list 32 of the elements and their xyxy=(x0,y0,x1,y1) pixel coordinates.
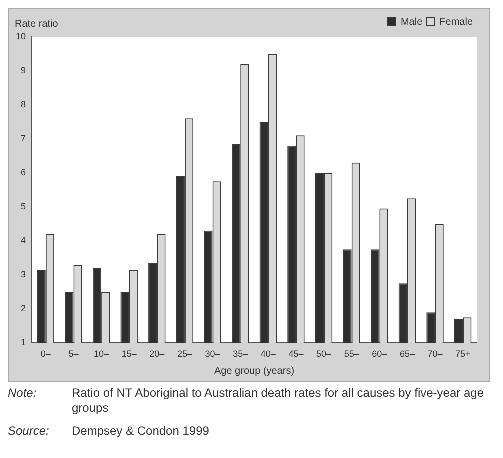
x-tick-label: 30– xyxy=(205,349,220,360)
x-tick-label: 65– xyxy=(400,349,415,360)
y-tick-label: 5 xyxy=(20,202,26,212)
y-axis-title: Rate ratio xyxy=(15,18,59,30)
x-tick-label: 10– xyxy=(94,349,110,360)
legend-label: Male xyxy=(400,16,424,28)
x-tick-label: 5– xyxy=(68,349,79,360)
x-tick-label: 55– xyxy=(344,349,360,360)
x-tick-label: 35– xyxy=(233,349,248,360)
x-tick-label: 45– xyxy=(288,349,304,360)
y-tick-label: 6 xyxy=(20,168,26,178)
x-tick-label: 60– xyxy=(372,349,388,360)
y-tick-label: 10 xyxy=(16,31,26,42)
legend-label: Female xyxy=(440,16,474,28)
y-tick-label: 8 xyxy=(20,100,26,110)
y-tick-label: 2 xyxy=(20,304,26,314)
x-tick-label: 0– xyxy=(40,349,51,360)
y-tick-label: 1 xyxy=(20,338,26,348)
x-axis-title: Age group (years) xyxy=(214,366,295,377)
x-tick-label: 50– xyxy=(316,349,332,360)
x-tick-label: 20– xyxy=(150,349,165,360)
x-tick-label: 75+ xyxy=(455,349,471,360)
x-tick-label: 70– xyxy=(428,349,443,360)
y-tick-label: 3 xyxy=(20,270,26,280)
x-tick-label: 25– xyxy=(177,349,192,360)
x-tick-label: 40– xyxy=(260,349,276,360)
text: Note: Ratio of NT Aboriginal to Australian death rates for all causes by five-year age groups xyxy=(8,386,484,415)
y-tick-label: 9 xyxy=(20,66,26,76)
text: Source: Dempsey & Condon 1999 xyxy=(8,424,210,438)
x-tick-label: 15– xyxy=(122,349,137,360)
y-tick-label: 4 xyxy=(20,236,26,246)
y-tick-label: 7 xyxy=(20,134,26,144)
